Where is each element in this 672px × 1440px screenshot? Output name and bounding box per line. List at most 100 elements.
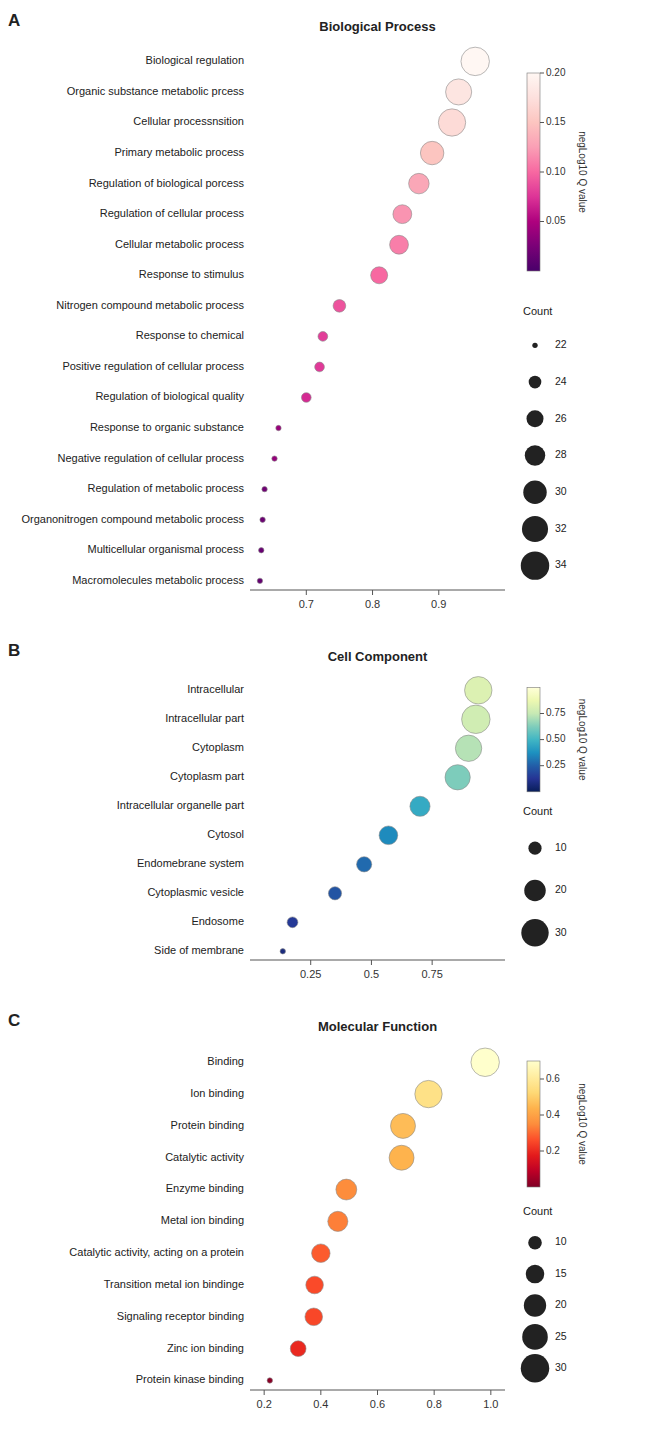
- dots: [257, 47, 489, 583]
- size-legend-dot: [526, 1265, 544, 1283]
- dot: [379, 826, 398, 845]
- category-label: Response to stimulus: [139, 268, 245, 280]
- x-tick-label: 0.8: [427, 1398, 442, 1410]
- x-tick: [490, 1390, 491, 1395]
- x-tick: [371, 960, 372, 965]
- x-tick: [438, 590, 439, 595]
- size-legend-label: 34: [555, 558, 567, 570]
- dot: [409, 173, 429, 193]
- category-label: Multicellular organismal process: [87, 543, 244, 555]
- category-label: Organonitrogen compound metabolic proces…: [21, 513, 244, 525]
- size-legend-dot: [523, 480, 546, 503]
- dot: [306, 1276, 324, 1294]
- size-legend-title: Count: [523, 1205, 552, 1217]
- dot: [471, 1048, 499, 1076]
- size-legend-dot: [524, 1294, 546, 1316]
- category-label: Cellular metabolic process: [115, 238, 244, 250]
- dots: [267, 1048, 499, 1383]
- colorbar-tick-label: 0.50: [546, 733, 566, 744]
- size-legend-label: 28: [555, 448, 567, 460]
- x-tick: [377, 1390, 378, 1395]
- category-label: Regulation of biological quality: [95, 390, 244, 402]
- category-label: Metal ion binding: [161, 1214, 244, 1226]
- category-label: Organic substance metabolic prcess: [67, 85, 245, 97]
- category-label: Cytoplasm part: [170, 770, 244, 782]
- colorbar-tick-label: 0.4: [546, 1109, 560, 1120]
- colorbar-tick-label: 0.10: [546, 166, 566, 177]
- category-label: Response to chemical: [136, 329, 244, 341]
- category-label: Intracellular organelle part: [117, 799, 244, 811]
- dot: [259, 548, 264, 553]
- dot: [290, 1341, 306, 1357]
- dot: [446, 79, 472, 105]
- x-tick-label: 0.9: [431, 598, 446, 610]
- colorbar: [527, 687, 540, 791]
- size-legend-dot: [532, 343, 537, 348]
- panel: CMolecular Function0.20.40.60.81.0Bindin…: [8, 1011, 588, 1410]
- size-legend-title: Count: [523, 305, 552, 317]
- category-label: Protein kinase binding: [136, 1373, 244, 1385]
- colorbar-tick-label: 0.75: [546, 707, 566, 718]
- dot: [260, 517, 265, 522]
- size-legend-dot: [528, 842, 541, 855]
- dot: [267, 1378, 272, 1383]
- dot: [410, 796, 430, 816]
- dot: [455, 735, 481, 761]
- category-label: Nitrogen compound metabolic process: [56, 299, 244, 311]
- colorbar-tick-label: 0.05: [546, 215, 566, 226]
- category-label: Primary metabolic process: [114, 146, 244, 158]
- colorbar-tick-label: 0.6: [546, 1073, 560, 1084]
- dot: [371, 267, 388, 284]
- category-label: Transition metal ion bindinge: [104, 1278, 244, 1290]
- size-legend-label: 30: [555, 485, 567, 497]
- size-legend-dot: [522, 1324, 548, 1350]
- colorbar: [527, 73, 540, 271]
- dot: [438, 109, 465, 136]
- category-label: Intracellular: [187, 683, 244, 695]
- category-label: Cytosol: [207, 828, 244, 840]
- x-tick: [310, 960, 311, 965]
- dot: [461, 47, 489, 75]
- colorbar-tick: [540, 122, 544, 123]
- dot: [287, 917, 298, 928]
- category-label: Zinc ion binding: [167, 1342, 244, 1354]
- colorbar-tick: [540, 765, 544, 766]
- x-tick-label: 0.5: [364, 968, 379, 980]
- panel: BCell Component0.250.50.75IntracellularI…: [8, 641, 588, 980]
- colorbar-label: negLog10 Q value: [577, 699, 588, 781]
- category-label: Endosome: [191, 915, 244, 927]
- x-tick: [320, 1390, 321, 1395]
- dot: [336, 1179, 357, 1200]
- colorbar-tick-label: 0.2: [546, 1145, 560, 1156]
- size-legend-dot: [521, 551, 549, 579]
- dot: [462, 705, 490, 733]
- category-label: Endomebrane system: [137, 857, 244, 869]
- dot: [391, 1113, 416, 1138]
- dot: [415, 1080, 442, 1107]
- x-tick-label: 0.25: [300, 968, 321, 980]
- dot: [257, 578, 262, 583]
- size-legend-dot: [521, 919, 548, 946]
- figure: ABiological Process0.70.80.9Biological r…: [0, 0, 672, 1440]
- category-label: Intracellular part: [165, 712, 244, 724]
- dot: [333, 300, 346, 313]
- dot: [262, 486, 267, 491]
- size-legend-label: 20: [555, 1298, 567, 1310]
- x-tick-label: 0.7: [299, 598, 314, 610]
- colorbar-label: negLog10 Q value: [577, 1083, 588, 1165]
- colorbar-tick-label: 0.25: [546, 759, 566, 770]
- dot: [276, 425, 281, 430]
- panel: ABiological Process0.70.80.9Biological r…: [8, 11, 588, 610]
- size-legend-label: 15: [555, 1267, 567, 1279]
- category-label: Protein binding: [171, 1119, 244, 1131]
- colorbar-tick: [540, 1115, 544, 1116]
- colorbar-tick: [540, 1079, 544, 1080]
- size-legend-label: 22: [555, 338, 567, 350]
- panel-label: B: [8, 641, 20, 660]
- dot: [328, 887, 341, 900]
- category-label: Biological regulation: [146, 54, 244, 66]
- category-label: Positive regulation of cellular process: [62, 360, 244, 372]
- dot: [465, 677, 492, 704]
- size-legend-label: 20: [555, 883, 567, 895]
- dot: [318, 332, 328, 342]
